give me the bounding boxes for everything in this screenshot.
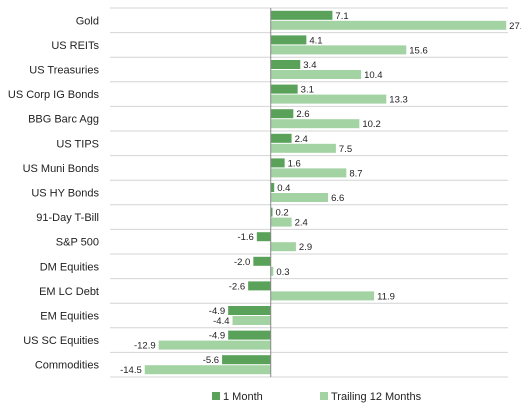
category-label-s-p-500: S&P 500 — [56, 237, 99, 249]
value-label-1-month-bbg-barc-agg: 2.6 — [296, 109, 309, 120]
value-label-trailing-12-months-em-equities: -4.4 — [213, 316, 229, 327]
value-label-trailing-12-months-us-reits: 15.6 — [409, 45, 428, 56]
legend-label-1-month: 1 Month — [223, 391, 263, 403]
bar-1-month-em-equities — [228, 306, 271, 315]
value-label-trailing-12-months-91-day-t-bill: 2.4 — [295, 218, 308, 229]
category-label-commodities: Commodities — [35, 360, 100, 372]
category-label-us-muni-bonds: US Muni Bonds — [23, 163, 100, 175]
bar-trailing-12-months-us-hy-bonds — [270, 193, 329, 202]
value-label-1-month-us-hy-bonds: 0.4 — [277, 183, 290, 194]
value-label-trailing-12-months-us-corp-ig-bonds: 13.3 — [389, 95, 408, 106]
category-label-us-reits: US REITs — [51, 40, 99, 52]
value-label-1-month-em-lc-debt: -2.6 — [229, 281, 245, 292]
category-label-us-hy-bonds: US HY Bonds — [31, 188, 99, 200]
legend-swatch-trailing-12-months — [320, 392, 328, 400]
bar-1-month-us-reits — [270, 35, 307, 45]
legend-swatch-1-month — [212, 392, 220, 400]
value-label-1-month-us-corp-ig-bonds: 3.1 — [301, 85, 314, 96]
bar-1-month-us-treasuries — [270, 60, 301, 69]
bar-trailing-12-months-us-reits — [270, 45, 407, 55]
bar-trailing-12-months-bbg-barc-agg — [270, 119, 360, 129]
bar-1-month-91-day-t-bill — [270, 207, 273, 217]
bar-1-month-bbg-barc-agg — [270, 109, 294, 119]
value-label-1-month-s-p-500: -1.6 — [237, 232, 253, 243]
value-label-1-month-commodities: -5.6 — [203, 355, 219, 366]
value-label-trailing-12-months-us-hy-bonds: 6.6 — [331, 193, 344, 204]
bar-1-month-em-lc-debt — [248, 281, 271, 291]
bar-1-month-s-p-500 — [256, 232, 271, 242]
value-label-trailing-12-months-us-sc-equities: -12.9 — [134, 341, 156, 352]
category-label-gold: Gold — [76, 15, 99, 27]
category-label-91-day-t-bill: 91-Day T-Bill — [36, 212, 99, 224]
value-label-1-month-gold: 7.1 — [335, 11, 348, 22]
category-label-us-tips: US TIPS — [56, 138, 99, 150]
bar-trailing-12-months-gold — [270, 20, 507, 30]
bar-trailing-12-months-commodities — [144, 365, 271, 375]
bar-1-month-us-muni-bonds — [270, 158, 285, 168]
bar-trailing-12-months-s-p-500 — [270, 242, 296, 252]
value-label-1-month-us-tips: 2.4 — [295, 134, 308, 145]
bar-trailing-12-months-us-treasuries — [270, 70, 362, 79]
value-label-trailing-12-months-bbg-barc-agg: 10.2 — [362, 119, 381, 130]
category-label-us-sc-equities: US SC Equities — [23, 335, 99, 347]
category-label-dm-equities: DM Equities — [40, 261, 100, 273]
value-label-trailing-12-months-em-lc-debt: 11.9 — [377, 291, 395, 302]
category-label-us-corp-ig-bonds: US Corp IG Bonds — [8, 89, 100, 101]
value-label-trailing-12-months-dm-equities: 0.3 — [276, 267, 289, 278]
row-separators — [110, 7, 508, 378]
bar-1-month-gold — [270, 10, 333, 20]
bar-1-month-us-tips — [270, 133, 292, 143]
labels: Gold 7.1 27.1 US REITs 4.1 15.6 US Treasuries 3… — [8, 11, 521, 376]
value-label-trailing-12-months-gold: 27.1 — [509, 21, 521, 32]
bar-trailing-12-months-em-lc-debt — [270, 291, 375, 301]
category-label-em-lc-debt: EM LC Debt — [39, 286, 99, 298]
category-label-bbg-barc-agg: BBG Barc Agg — [28, 114, 99, 126]
category-label-us-treasuries: US Treasuries — [29, 65, 99, 77]
value-label-1-month-us-treasuries: 3.4 — [303, 60, 316, 71]
bar-trailing-12-months-us-sc-equities — [158, 340, 271, 350]
bar-trailing-12-months-91-day-t-bill — [270, 217, 292, 227]
bar-1-month-dm-equities — [253, 256, 271, 266]
bar-1-month-us-hy-bonds — [270, 183, 275, 192]
bar-1-month-us-corp-ig-bonds — [270, 84, 298, 94]
value-label-trailing-12-months-us-tips: 7.5 — [339, 144, 352, 155]
value-label-trailing-12-months-commodities: -14.5 — [120, 365, 142, 376]
legend: 1 Month Trailing 12 Months — [212, 391, 422, 403]
value-label-1-month-91-day-t-bill: 0.2 — [275, 208, 288, 219]
value-label-1-month-us-reits: 4.1 — [309, 35, 322, 46]
category-label-em-equities: EM Equities — [40, 311, 99, 323]
bar-1-month-us-sc-equities — [228, 330, 271, 340]
value-label-trailing-12-months-s-p-500: 2.9 — [299, 242, 312, 253]
value-label-trailing-12-months-us-muni-bonds: 8.7 — [349, 168, 362, 179]
bar-trailing-12-months-dm-equities — [270, 266, 274, 276]
bars — [144, 10, 507, 375]
value-label-1-month-dm-equities: -2.0 — [234, 257, 250, 268]
bar-1-month-commodities — [222, 355, 271, 365]
value-label-1-month-us-sc-equities: -4.9 — [209, 331, 225, 342]
value-label-1-month-us-muni-bonds: 1.6 — [288, 158, 301, 169]
value-label-trailing-12-months-us-treasuries: 10.4 — [364, 70, 383, 81]
bar-trailing-12-months-us-tips — [270, 143, 336, 153]
value-label-1-month-em-equities: -4.9 — [209, 306, 225, 317]
legend-label-trailing-12-months: Trailing 12 Months — [331, 391, 422, 403]
bar-trailing-12-months-us-muni-bonds — [270, 168, 347, 178]
bar-trailing-12-months-em-equities — [232, 316, 271, 325]
bar-trailing-12-months-us-corp-ig-bonds — [270, 94, 387, 104]
